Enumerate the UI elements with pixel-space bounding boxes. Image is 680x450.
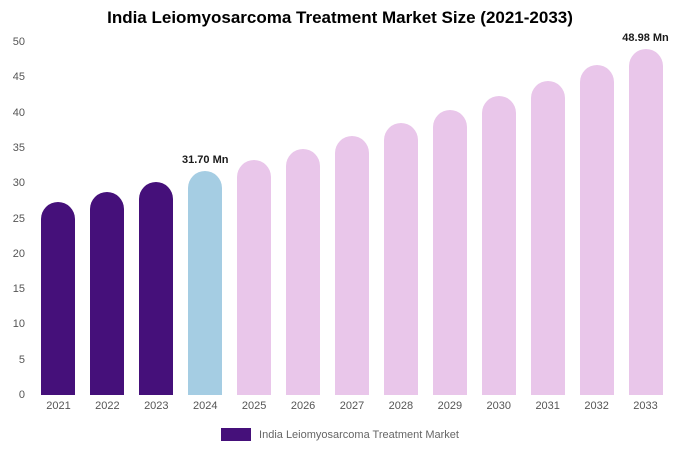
plot-area: 31.70 Mn 48.98 Mn — [34, 32, 670, 395]
bar-group-2022 — [83, 42, 132, 395]
bar-annotation-2033: 48.98 Mn — [622, 32, 669, 45]
x-tick-label-2024: 2024 — [192, 400, 218, 412]
x-tick-label-2025: 2025 — [241, 400, 267, 412]
bar-2021[interactable] — [41, 201, 76, 395]
x-tick-label-2030: 2030 — [486, 400, 511, 412]
y-tick-label: 0 — [18, 389, 25, 401]
x-tick-label-2028: 2028 — [388, 400, 414, 412]
y-tick-label: 50 — [12, 36, 25, 48]
bar-2032[interactable] — [579, 65, 614, 395]
bar-2029[interactable] — [432, 109, 467, 395]
bar-group-2026 — [279, 42, 328, 395]
x-tick-label-2021: 2021 — [46, 400, 71, 412]
bar-group-2027 — [328, 42, 377, 395]
bar-2031[interactable] — [530, 80, 565, 395]
bar-2024[interactable] — [188, 171, 223, 395]
bar-group-2032 — [572, 42, 621, 395]
y-tick-label: 5 — [18, 353, 25, 366]
bar-group-2029 — [425, 42, 474, 395]
x-axis: 2021 2022 2023 2024 2025 2026 2027 2028 2029 2030… — [34, 400, 670, 412]
x-tick-label-2027: 2027 — [339, 400, 365, 412]
bar-group-2030 — [474, 42, 523, 395]
bar-2028[interactable] — [383, 123, 418, 395]
bar-annotation-2024: 31.70 Mn — [181, 154, 229, 167]
legend: India Leiomyosarcoma Treatment Market — [0, 428, 680, 441]
bar-group-2023 — [132, 42, 181, 395]
bar-group-2021 — [34, 42, 83, 395]
y-tick-label: 40 — [12, 106, 25, 119]
bar-group-2033: 48.98 Mn — [621, 32, 670, 395]
y-tick-label: 10 — [12, 318, 25, 331]
y-axis: 0 5 10 15 20 25 30 35 40 45 50 — [0, 36, 30, 401]
y-tick-label: 20 — [12, 247, 25, 260]
bar-group-2025 — [230, 42, 279, 395]
x-tick-label-2023: 2023 — [144, 400, 169, 412]
bar-2025[interactable] — [237, 159, 272, 395]
y-tick-label: 25 — [12, 212, 25, 225]
x-tick-label-2022: 2022 — [95, 400, 120, 412]
x-tick-label-2033: 2033 — [633, 400, 658, 412]
y-tick-label: 45 — [12, 71, 25, 84]
x-tick-label-2032: 2032 — [584, 400, 609, 412]
legend-swatch[interactable] — [221, 428, 252, 441]
x-tick-label-2031: 2031 — [535, 400, 560, 412]
bar-2030[interactable] — [481, 95, 516, 395]
legend-label[interactable]: India Leiomyosarcoma Treatment Market — [259, 428, 459, 441]
bar-2023[interactable] — [139, 181, 174, 395]
y-tick-label: 35 — [12, 141, 25, 154]
x-tick-label-2029: 2029 — [437, 400, 463, 412]
chart-title: India Leiomyosarcoma Treatment Market Si… — [107, 8, 573, 27]
x-tick-label-2026: 2026 — [290, 400, 316, 412]
bar-group-2024: 31.70 Mn — [181, 42, 230, 395]
y-tick-label: 30 — [12, 177, 25, 190]
y-tick-label: 15 — [12, 283, 25, 296]
bar-2033[interactable] — [628, 49, 663, 395]
bar-2026[interactable] — [286, 148, 321, 395]
bar-group-2028 — [376, 42, 425, 395]
bar-2027[interactable] — [334, 135, 369, 395]
bar-group-2031 — [523, 42, 572, 395]
bar-2022[interactable] — [90, 191, 125, 395]
